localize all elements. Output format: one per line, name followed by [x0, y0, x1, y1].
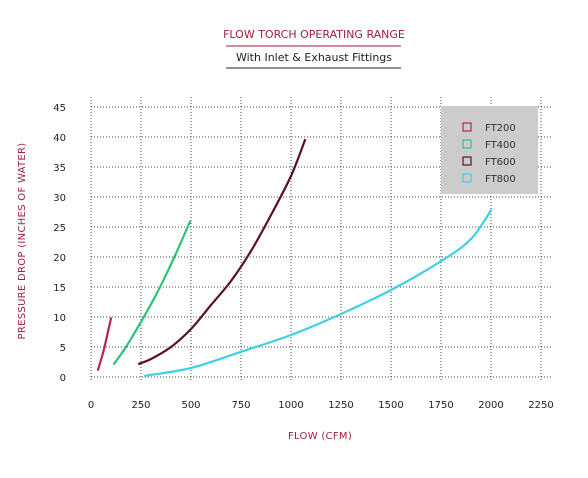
- y-axis-label: PRESSURE DROP (INCHES OF WATER): [17, 143, 28, 340]
- x-tick-label: 1750: [428, 400, 453, 411]
- y-tick-label: 40: [53, 133, 66, 144]
- y-axis-ticks: 0 5 10 15 20 25 30 35 40 45: [53, 103, 66, 384]
- y-tick-label: 10: [53, 313, 66, 324]
- legend: FT200 FT400 FT600 FT800: [462, 122, 516, 185]
- x-tick-label: 500: [181, 400, 200, 411]
- legend-swatch-ft600: [462, 156, 472, 166]
- x-tick-label: 0: [88, 400, 94, 411]
- x-axis-ticks: 0 250 500 750 1000 1250 1500 1750 2000 2250: [88, 400, 554, 411]
- legend-box: [441, 106, 538, 194]
- chart-title: FLOW TORCH OPERATING RANGE: [223, 28, 405, 41]
- series-line-ft200: [96, 317, 113, 371]
- y-tick-label: 25: [53, 223, 66, 234]
- chart-subtitle: With Inlet & Exhaust Fittings: [236, 51, 392, 64]
- x-tick-label: 2000: [478, 400, 503, 411]
- y-tick-label: 5: [60, 343, 66, 354]
- legend-label-ft600: FT600: [485, 157, 516, 168]
- series-line-ft400: [112, 220, 192, 365]
- legend-label-ft200: FT200: [485, 123, 516, 134]
- legend-swatch-ft800: [462, 173, 472, 183]
- x-tick-label: 1250: [328, 400, 353, 411]
- y-tick-label: 20: [53, 253, 66, 264]
- x-tick-label: 1000: [278, 400, 303, 411]
- series-line-ft800: [143, 209, 493, 377]
- x-tick-label: 2250: [528, 400, 553, 411]
- legend-swatch-ft200: [462, 122, 472, 132]
- legend-swatch-ft400: [462, 139, 472, 149]
- y-tick-label: 35: [53, 163, 66, 174]
- series-line-ft600: [137, 138, 307, 365]
- legend-label-ft800: FT800: [485, 174, 516, 185]
- y-tick-label: 0: [60, 373, 66, 384]
- y-tick-label: 15: [53, 283, 66, 294]
- y-tick-label: 45: [53, 103, 66, 114]
- legend-label-ft400: FT400: [485, 140, 516, 151]
- series: [96, 138, 493, 377]
- y-tick-label: 30: [53, 193, 66, 204]
- x-axis-label: FLOW (CFM): [288, 431, 352, 442]
- x-tick-label: 750: [231, 400, 250, 411]
- x-tick-label: 250: [131, 400, 150, 411]
- x-tick-label: 1500: [378, 400, 403, 411]
